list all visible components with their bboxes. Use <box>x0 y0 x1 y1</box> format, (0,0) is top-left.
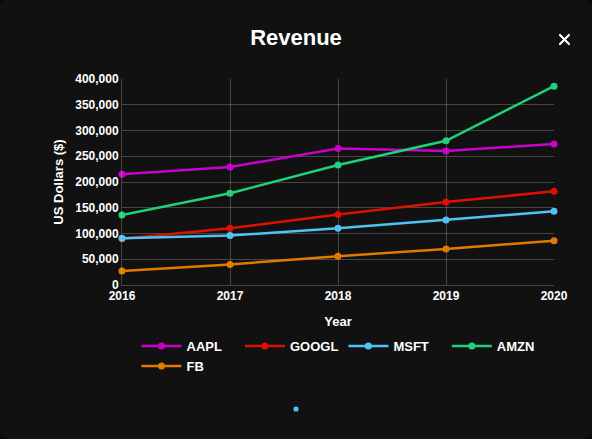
svg-text:400,000: 400,000 <box>75 72 119 86</box>
svg-text:2020: 2020 <box>541 289 568 303</box>
svg-text:GOOGL: GOOGL <box>290 339 338 354</box>
svg-text:50,000: 50,000 <box>82 252 119 266</box>
svg-text:0: 0 <box>112 278 119 292</box>
svg-text:2016: 2016 <box>109 289 136 303</box>
svg-text:FB: FB <box>187 359 204 374</box>
svg-text:2017: 2017 <box>217 289 244 303</box>
svg-text:150,000: 150,000 <box>75 201 119 215</box>
svg-text:300,000: 300,000 <box>75 124 119 138</box>
svg-text:MSFT: MSFT <box>393 339 428 354</box>
svg-text:100,000: 100,000 <box>75 227 119 241</box>
svg-text:250,000: 250,000 <box>75 149 119 163</box>
svg-text:AMZN: AMZN <box>497 339 535 354</box>
svg-text:2019: 2019 <box>433 289 460 303</box>
svg-text:350,000: 350,000 <box>75 98 119 112</box>
svg-text:US Dollars ($): US Dollars ($) <box>51 139 66 224</box>
svg-text:2018: 2018 <box>325 289 352 303</box>
svg-text:200,000: 200,000 <box>75 175 119 189</box>
svg-text:AAPL: AAPL <box>187 339 222 354</box>
svg-text:Year: Year <box>324 314 351 329</box>
svg-text:Revenue: Revenue <box>250 25 342 50</box>
